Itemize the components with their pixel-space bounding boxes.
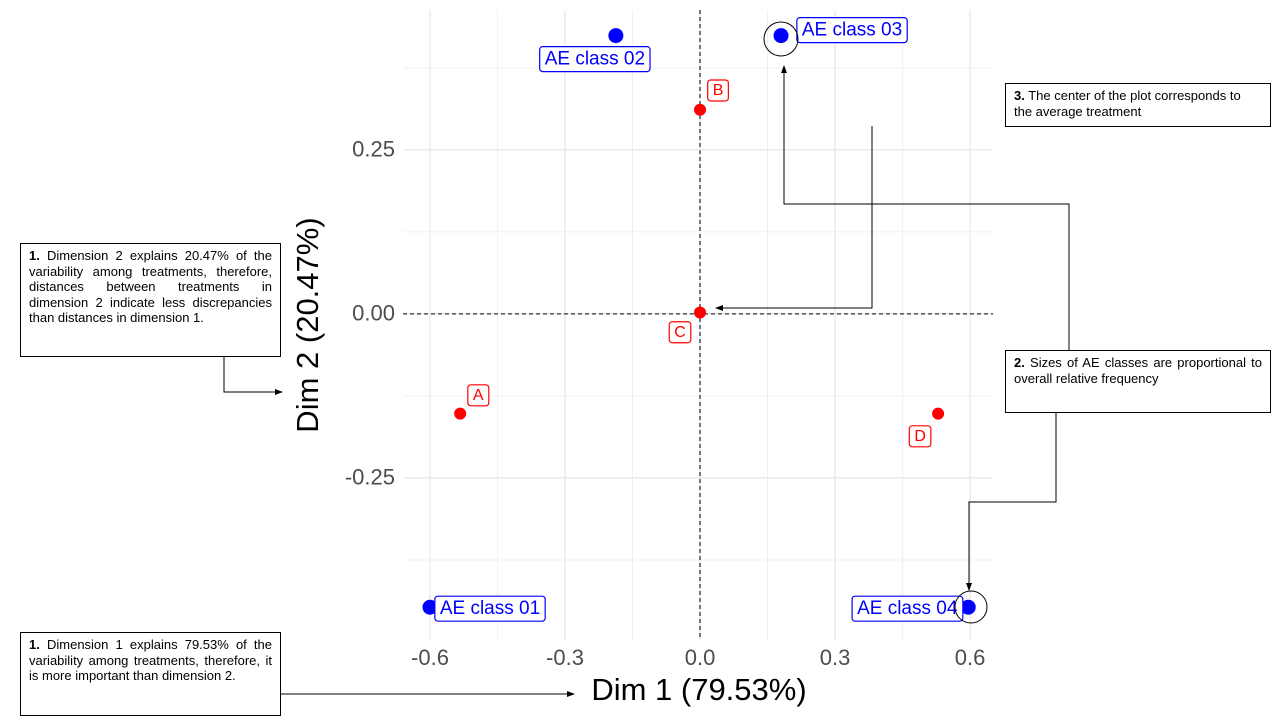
annotation-text: Sizes of AE classes are proportional to … [1014,355,1262,386]
annotation-text: The center of the plot corresponds to th… [1014,88,1241,119]
point-label: AE class 03 [796,17,908,44]
label-text: AE class 03 [802,20,902,41]
label-box [467,384,490,407]
label-text: AE class 02 [545,49,645,70]
arrow [715,126,873,311]
annotation: 1. Dimension 1 explains 79.53% of the va… [20,632,281,716]
annotation: 2. Sizes of AE classes are proportional … [1005,350,1271,413]
point-label: AE class 04 [851,595,964,622]
annotation-number: 3. [1014,88,1025,103]
label-box [908,425,932,448]
label-box [539,46,651,73]
label-text: AE class 01 [440,598,540,619]
label-text: AE class 04 [857,598,958,619]
point-label: B [707,79,729,102]
label-box [434,595,546,622]
x-tick-label: -0.6 [411,645,449,670]
label-box [796,17,908,44]
y-tick-label: 0.00 [352,301,395,326]
point [694,103,707,116]
x-tick-label: 0.0 [685,645,716,670]
highlight-circle [954,590,988,624]
point [932,407,945,420]
point-label: AE class 02 [539,46,651,73]
point [694,306,707,319]
annotation-number: 1. [29,248,40,263]
annotation-number: 2. [1014,355,1025,370]
label-text: B [713,82,724,99]
x-tick-label: -0.3 [546,645,584,670]
point [960,599,976,615]
label-text: C [674,324,686,341]
arrow [966,412,1057,591]
x-axis-title: Dim 1 (79.53%) [591,672,806,707]
annotation-text: Dimension 2 explains 20.47% of the varia… [29,248,272,325]
annotation-arrows [223,21,1070,697]
annotation-number: 1. [29,637,40,652]
point [454,407,467,420]
point [608,28,624,44]
x-tick-label: 0.3 [820,645,851,670]
point-label: C [668,321,692,344]
label-box [851,595,964,622]
point-label: AE class 01 [434,595,546,622]
y-tick-label: 0.25 [352,137,395,162]
y-axis-title: Dim 2 (20.47%) [290,217,325,432]
point-label: A [467,384,490,407]
annotation-text: Dimension 1 explains 79.53% of the varia… [29,637,272,683]
y-tick-label: -0.25 [345,465,395,490]
annotation: 1. Dimension 2 explains 20.47% of the va… [20,243,281,357]
point-label: D [908,425,932,448]
label-box [668,321,692,344]
point [422,599,438,615]
label-text: A [473,387,484,404]
annotation: 3. The center of the plot corresponds to… [1005,83,1271,127]
arrow [223,357,283,395]
point [773,28,789,44]
x-tick-label: 0.6 [955,645,986,670]
highlight-circle [763,21,799,57]
marks: AE class 01 AE class 02 AE class 03 AE clas… [422,17,976,622]
arrow [781,65,1070,350]
label-box [707,79,729,102]
label-text: D [914,428,926,445]
